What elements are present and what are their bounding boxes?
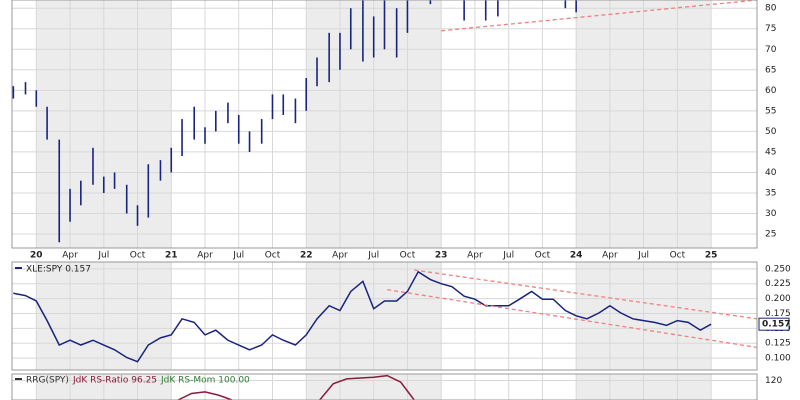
panel-border: [11, 0, 758, 249]
last-value-box: [758, 317, 790, 331]
legend-label: JdK RS-Mom 100.00: [160, 376, 250, 386]
series-line: [177, 374, 415, 400]
y-tick-label: 55: [765, 106, 776, 116]
y-tick-label: 120: [765, 376, 782, 386]
y-tick-label: 0.250: [765, 264, 791, 274]
y-tick-label: 50: [765, 127, 777, 137]
panel-border: [11, 373, 758, 400]
panel: [12, 374, 757, 400]
y-tick-label: 45: [765, 147, 776, 157]
y-tick-label: 80: [765, 4, 777, 14]
y-tick-label: 0.175: [765, 309, 791, 319]
y-tick-label: 35: [765, 188, 776, 198]
y-tick-label: 60: [765, 86, 777, 96]
x-tick-label: Apr: [467, 251, 483, 261]
trendline: [441, 0, 757, 32]
legend-label: XLE:SPY 0.157: [26, 265, 91, 275]
y-tick-label: 30: [765, 209, 777, 219]
x-tick-label: Jul: [232, 251, 244, 261]
x-tick-label: Jul: [367, 251, 379, 261]
x-tick-label: Oct: [670, 251, 686, 261]
x-tick-label: Jul: [637, 251, 649, 261]
legend-swatch: [15, 378, 22, 380]
x-tick-label: 24: [570, 251, 583, 261]
legend-label: JdK RS-Ratio 96.25: [72, 376, 157, 386]
x-tick-label: Apr: [197, 251, 213, 261]
trendline: [414, 269, 757, 320]
x-tick-label: 22: [300, 251, 313, 261]
y-tick-label: 70: [765, 45, 777, 55]
panel-border: [11, 261, 758, 371]
y-tick-label: 0.100: [765, 354, 791, 364]
x-tick-label: Oct: [400, 251, 416, 261]
y-tick-label: 40: [765, 168, 777, 178]
x-tick-label: Jul: [97, 251, 109, 261]
y-tick-label: 0.200: [765, 294, 791, 304]
x-tick-label: Jul: [502, 251, 514, 261]
legend-label: RRG(SPY): [26, 376, 69, 386]
trendline: [387, 289, 757, 349]
panel: [12, 0, 757, 248]
x-tick-label: Oct: [265, 251, 281, 261]
x-tick-label: Apr: [602, 251, 618, 261]
x-tick-label: 23: [435, 251, 448, 261]
panel: [12, 262, 757, 370]
series-line: [13, 270, 712, 363]
x-tick-label: Oct: [130, 251, 146, 261]
x-tick-label: 25: [705, 251, 718, 261]
x-tick-label: 20: [30, 251, 43, 261]
y-tick-label: 25: [765, 230, 776, 240]
x-tick-label: Apr: [332, 251, 348, 261]
y-tick-label: 75: [765, 24, 776, 34]
x-tick-label: Oct: [535, 251, 551, 261]
y-tick-label: 0.225: [765, 279, 791, 289]
last-value-label: 0.157: [762, 320, 790, 330]
y-tick-label: 0.125: [765, 339, 791, 349]
x-tick-label: Apr: [62, 251, 78, 261]
y-tick-label: 65: [765, 65, 776, 75]
x-tick-label: 21: [165, 251, 178, 261]
legend-swatch: [15, 267, 22, 269]
